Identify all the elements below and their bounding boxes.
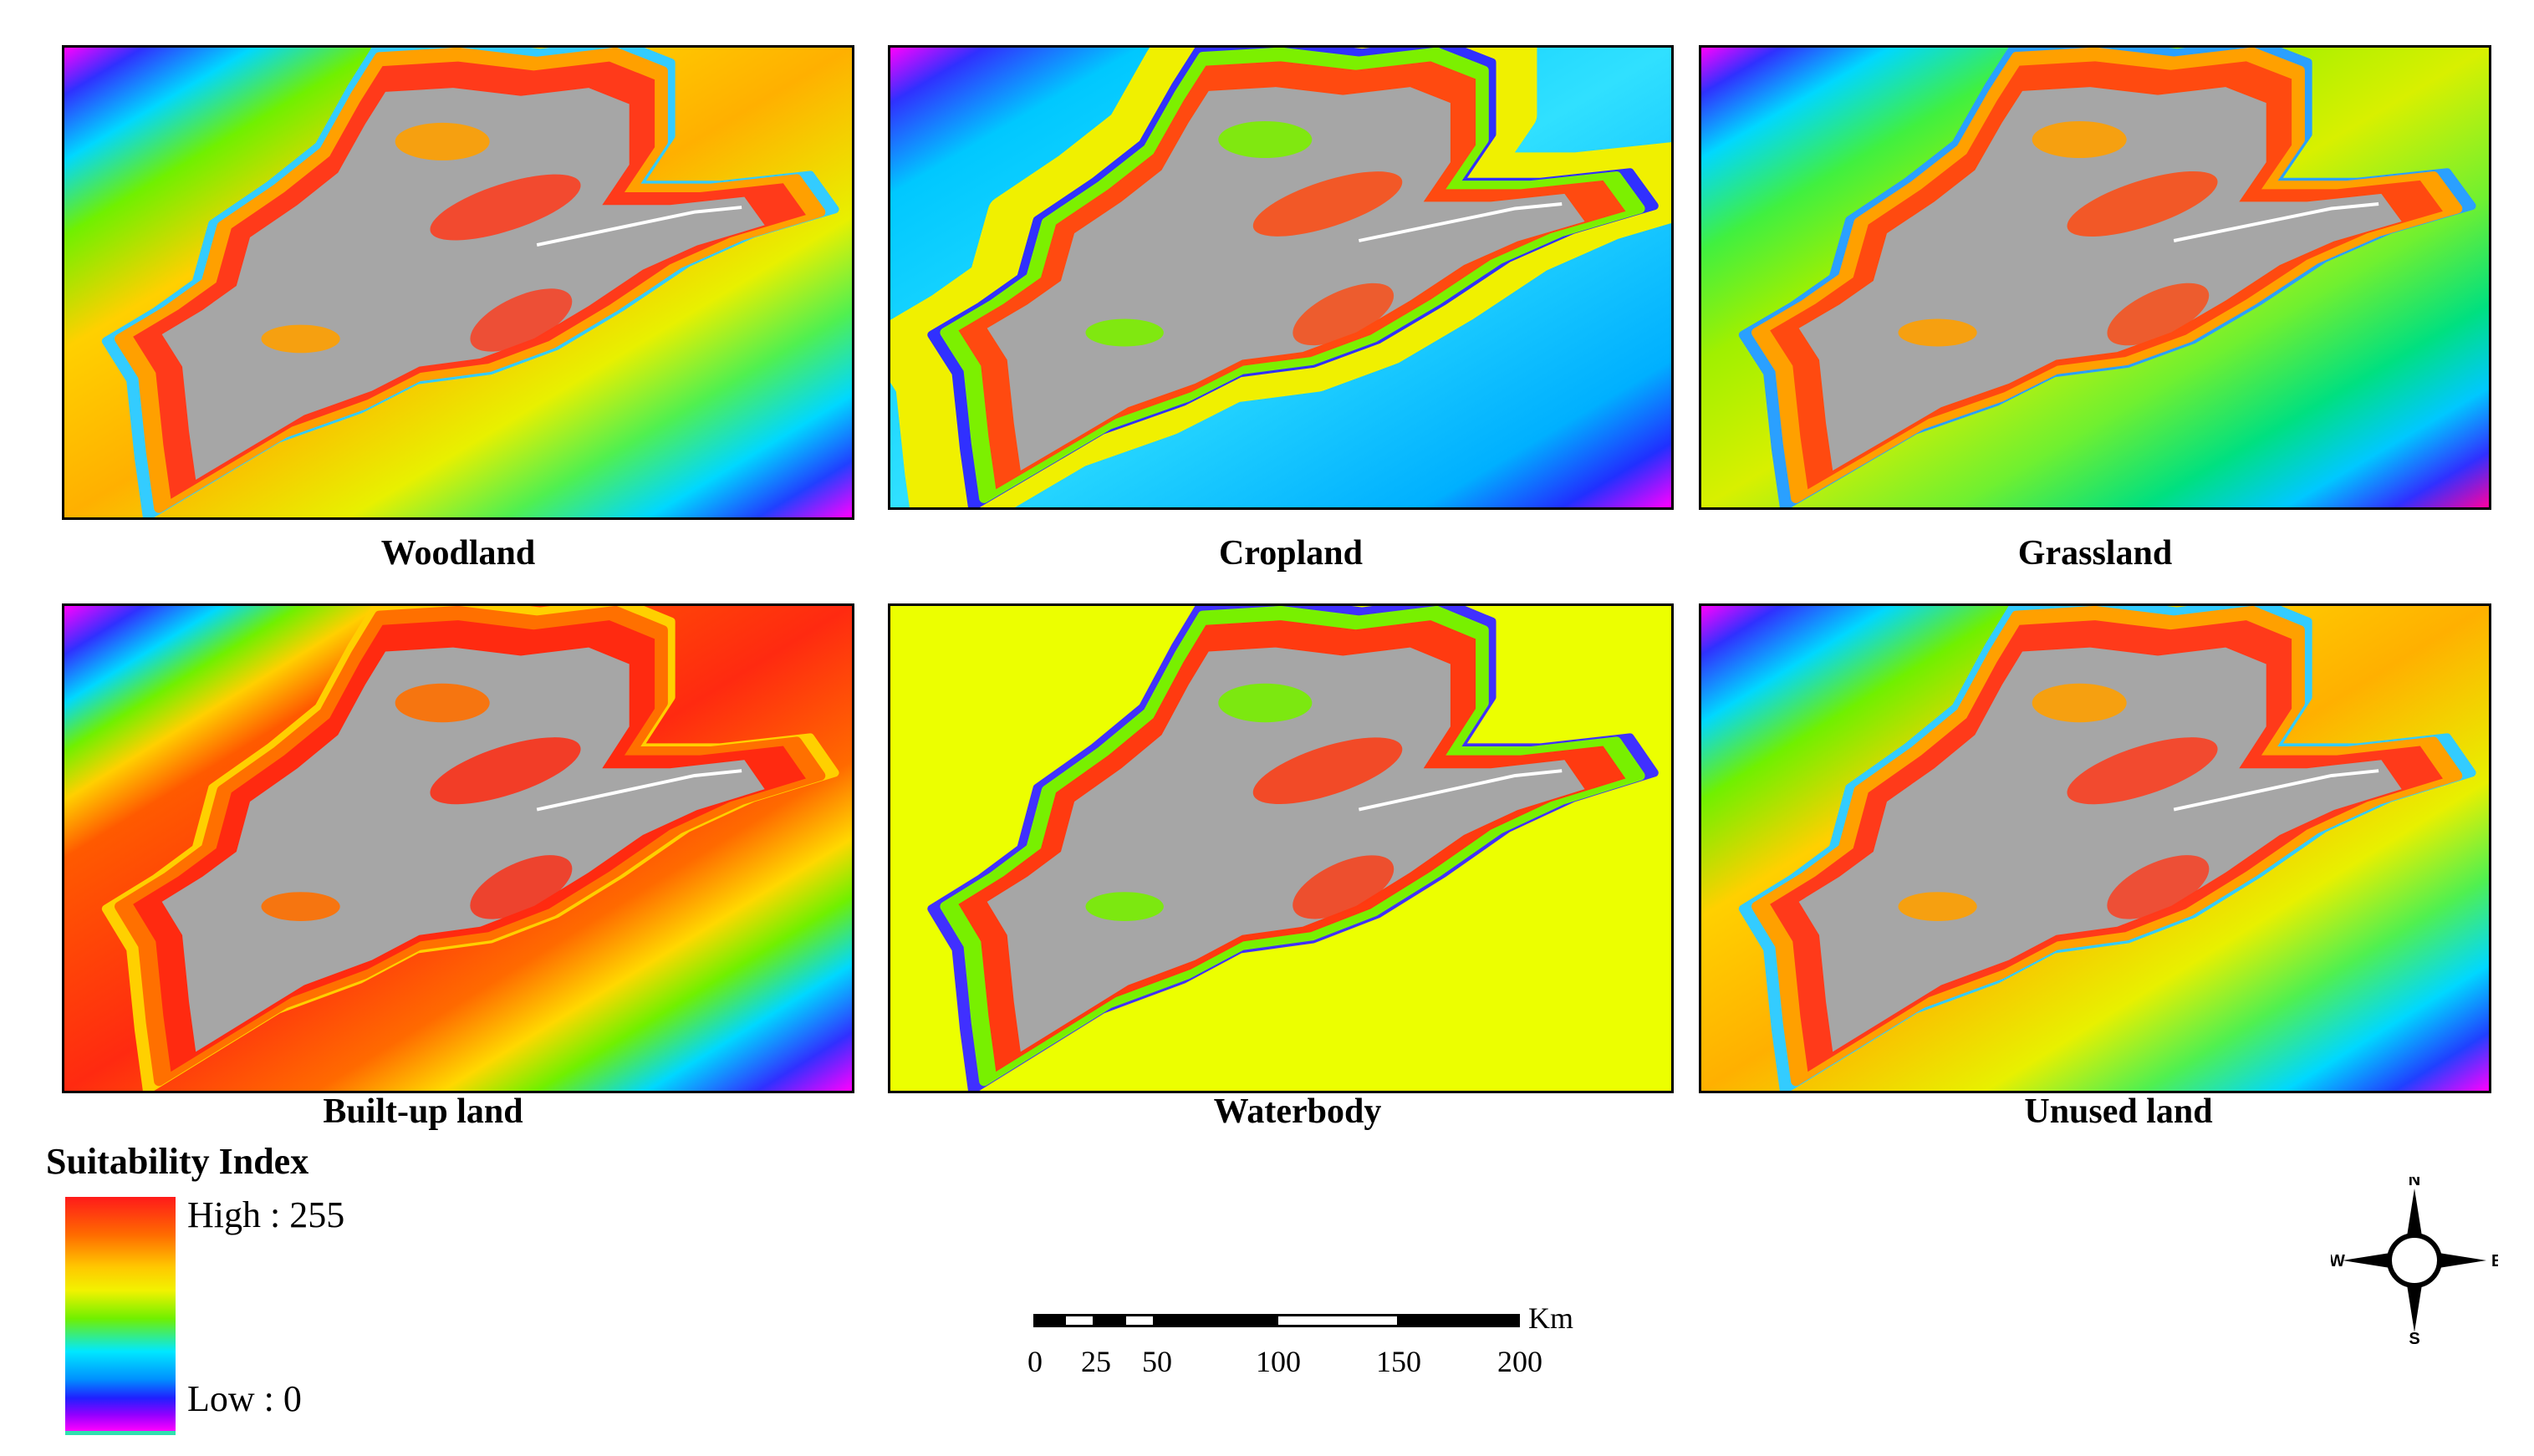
scale-tick-label: 50 (1142, 1345, 1172, 1378)
land-patch (395, 122, 490, 160)
suitability-map-woodland (64, 48, 852, 517)
legend-low-label: Low : 0 (187, 1378, 302, 1419)
land-patch (2032, 683, 2127, 723)
map-panel-unused (1699, 603, 2491, 1093)
land-patch (261, 892, 340, 921)
land-patch (2067, 171, 2218, 237)
scale-segment (1063, 1314, 1095, 1327)
suitability-map-cropland (890, 48, 1671, 507)
scale-segment (1094, 1314, 1125, 1327)
land-patch (2107, 855, 2210, 919)
river-channel (1358, 769, 1563, 812)
river-channel (1358, 202, 1563, 242)
map-panel-grassland (1699, 45, 2491, 510)
river-channel (536, 206, 742, 247)
compass-w: W (2331, 1252, 2345, 1270)
existing-land-core (1798, 87, 2402, 471)
land-region (927, 606, 1659, 1091)
legend-title: Suitability Index (46, 1141, 309, 1182)
scale-tick-label: 200 (1497, 1345, 1542, 1378)
land-patch (1085, 892, 1164, 921)
scale-segment (1124, 1314, 1155, 1327)
suitability-map-waterbody (890, 606, 1671, 1091)
land-patch (430, 737, 581, 805)
land-patch (395, 683, 490, 723)
scale-tick-label: 150 (1376, 1345, 1421, 1378)
land-region (101, 48, 839, 517)
existing-land-core (161, 88, 765, 480)
land-region (101, 606, 839, 1091)
land-patch (2107, 283, 2210, 346)
land-patch (470, 855, 573, 919)
north-arrow-icon: N S E W (2331, 1177, 2498, 1344)
land-patch (1252, 737, 1403, 805)
scale-unit: Km (1528, 1301, 1573, 1335)
legend-ramp-edge (65, 1431, 176, 1435)
map-panel-cropland (888, 45, 1674, 510)
land-region (1738, 48, 2476, 507)
panel-caption-grassland: Grassland (2017, 534, 2173, 573)
river-channel (2173, 769, 2379, 812)
compass-s: S (2409, 1330, 2419, 1344)
existing-land-core (987, 647, 1585, 1052)
land-patch (430, 174, 581, 241)
land-patch (1218, 683, 1313, 723)
panel-caption-waterbody: Waterbody (1213, 1092, 1382, 1131)
suitability-map-builtup (64, 606, 852, 1091)
land-patch (1085, 318, 1164, 347)
legend-high-label: High : 255 (187, 1194, 345, 1235)
scale-tick-label: 25 (1081, 1345, 1111, 1378)
legend-color-ramp (65, 1197, 176, 1431)
panel-caption-cropland: Cropland (1219, 534, 1363, 573)
scale-bar (1033, 1314, 1520, 1327)
land-region (927, 48, 1659, 507)
scale-tick-label: 0 (1027, 1345, 1043, 1378)
existing-land-core (161, 647, 765, 1052)
existing-land-core (987, 87, 1585, 471)
panel-caption-unused: Unused land (2024, 1092, 2213, 1131)
land-patch (470, 288, 573, 352)
land-region (1738, 606, 2476, 1091)
map-panel-waterbody (888, 603, 1674, 1093)
land-patch (261, 324, 340, 354)
river-channel (536, 769, 742, 812)
scale-tick-label: 100 (1256, 1345, 1301, 1378)
suitability-map-unused (1701, 606, 2489, 1091)
land-patch (1898, 892, 1977, 921)
panel-caption-builtup: Built-up land (323, 1092, 523, 1131)
river-channel (2173, 202, 2379, 242)
map-panel-builtup (62, 603, 854, 1093)
map-panel-woodland (62, 45, 854, 520)
land-patch (1898, 318, 1977, 347)
scale-segment (1398, 1314, 1520, 1327)
land-patch (2067, 737, 2218, 805)
land-patch (1292, 283, 1394, 346)
suitability-map-grassland (1701, 48, 2489, 507)
compass-e: E (2491, 1252, 2498, 1270)
land-patch (1252, 171, 1403, 237)
scale-segment (1033, 1314, 1065, 1327)
land-patch (1218, 121, 1313, 158)
land-patch (2032, 121, 2127, 158)
existing-land-core (1798, 647, 2402, 1052)
compass-n: N (2409, 1177, 2420, 1189)
scale-segment (1154, 1314, 1277, 1327)
scale-segment (1276, 1314, 1400, 1327)
land-patch (1292, 855, 1394, 919)
panel-caption-woodland: Woodland (380, 534, 536, 573)
